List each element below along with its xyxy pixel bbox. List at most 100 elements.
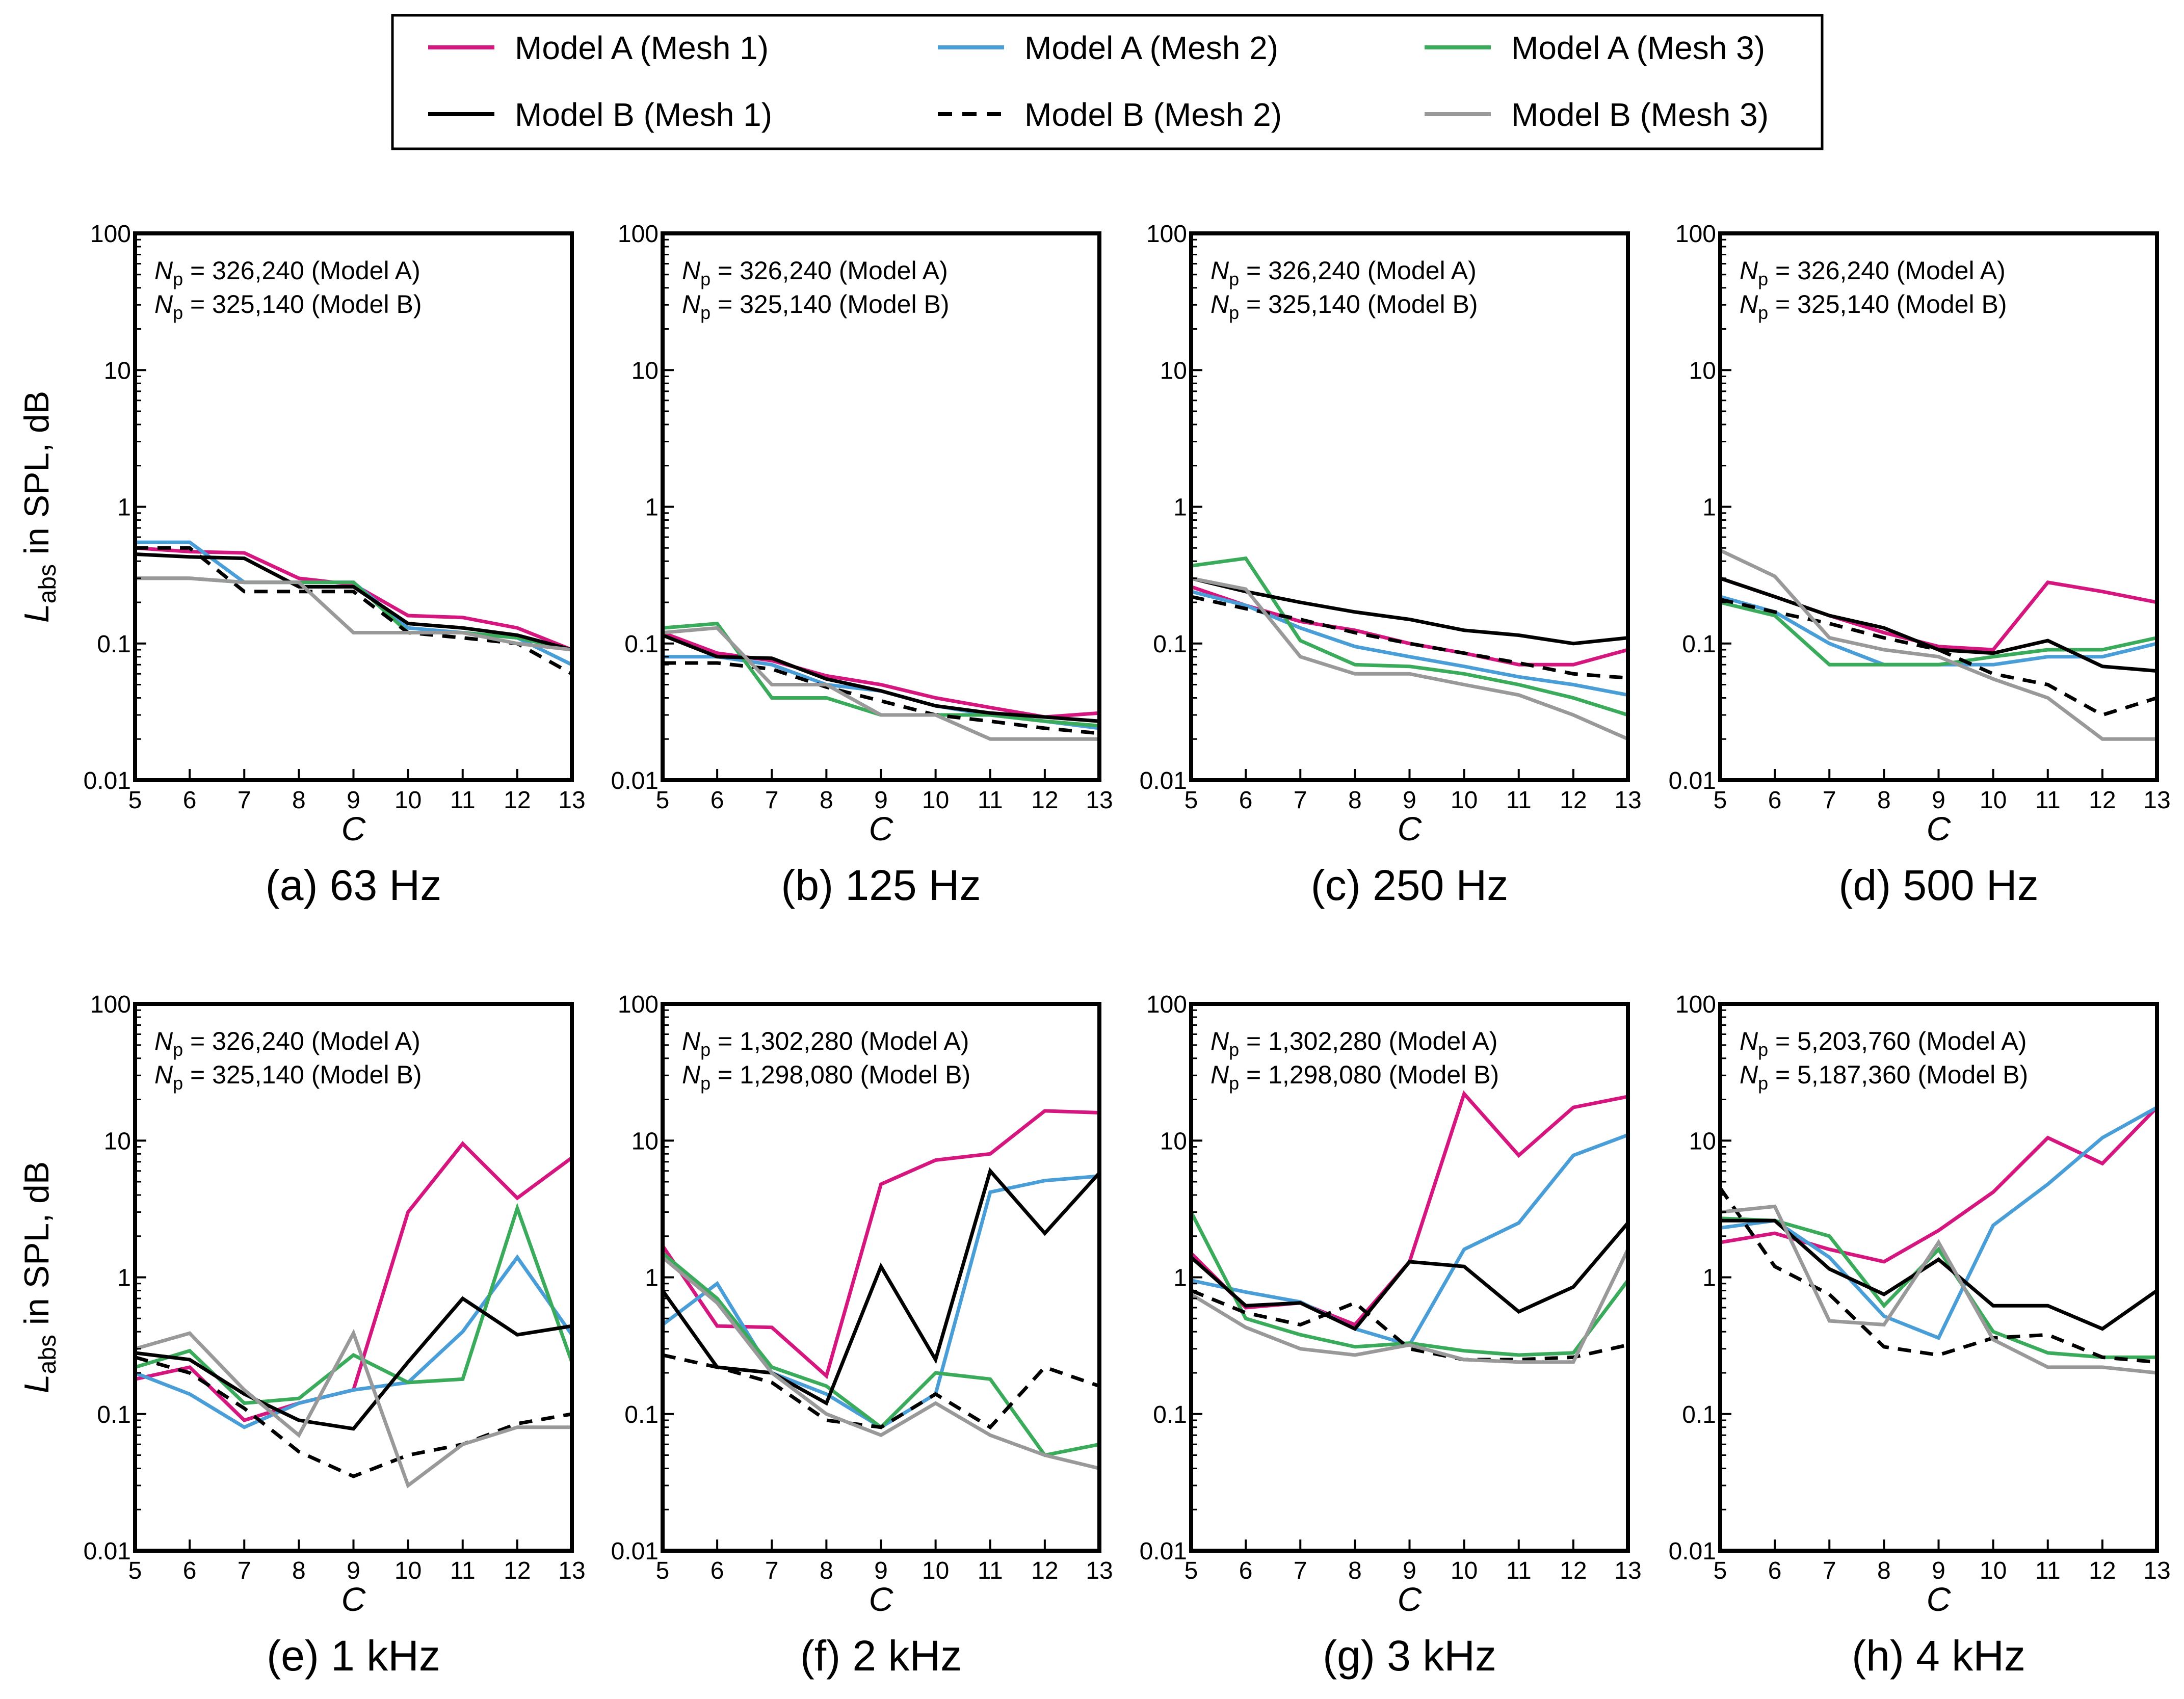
- np-annotation-model-b: Np = 325,140 (Model B): [1211, 290, 1478, 323]
- y-tick-label: 0.01: [1669, 1538, 1716, 1565]
- panel-title: (f) 2 kHz: [800, 1632, 962, 1680]
- x-tick-label: 8: [1348, 1557, 1362, 1584]
- y-tick-label: 0.1: [1682, 1401, 1716, 1428]
- series-line-a3: [663, 1252, 1099, 1457]
- series-line-b1: [135, 552, 572, 652]
- series-line-b2: [1191, 1289, 1628, 1362]
- np-annotation-model-a: Np = 326,240 (Model A): [682, 256, 948, 289]
- x-tick-label: 8: [1877, 1557, 1891, 1584]
- x-tick-label: 6: [183, 1557, 197, 1584]
- legend-label-a3: Model A (Mesh 3): [1511, 30, 1765, 66]
- y-tick-label: 0.01: [84, 1538, 131, 1565]
- x-axis-label: C: [1927, 810, 1952, 847]
- y-tick-label: 0.1: [1153, 1401, 1187, 1428]
- x-axis-label: C: [1398, 810, 1423, 847]
- x-tick-label: 10: [1980, 1557, 2007, 1584]
- x-tick-label: 8: [292, 787, 306, 814]
- x-tick-label: 9: [874, 1557, 888, 1584]
- series-line-b3: [1720, 548, 2157, 741]
- np-annotation-model-a: Np = 326,240 (Model A): [154, 256, 420, 289]
- x-tick-label: 11: [450, 787, 476, 814]
- x-tick-label: 13: [1614, 787, 1641, 814]
- series-line-b2: [135, 546, 572, 676]
- np-annotation-model-b: Np = 325,140 (Model B): [154, 1060, 422, 1094]
- panel-title: (b) 125 Hz: [781, 861, 981, 909]
- x-tick-label: 12: [504, 1557, 531, 1584]
- x-tick-label: 11: [978, 1557, 1003, 1584]
- x-axis-label: C: [341, 810, 366, 847]
- y-tick-label: 0.01: [1669, 767, 1716, 794]
- x-tick-label: 5: [128, 787, 142, 814]
- x-tick-label: 7: [238, 787, 251, 814]
- x-tick-label: 10: [922, 787, 949, 814]
- x-tick-label: 11: [450, 1557, 476, 1584]
- x-tick-label: 6: [183, 787, 197, 814]
- np-annotation-model-b: Np = 1,298,080 (Model B): [1211, 1060, 1499, 1094]
- legend: Model A (Mesh 1) Model A (Mesh 2) Model A …: [391, 14, 1824, 150]
- x-tick-label: 13: [2143, 787, 2170, 814]
- chart-panels: 0.01 0.1 1 10 100 5 6 7 8 9 10 11 12 13 C (a) 63 Hz Np =…: [17, 221, 2171, 1680]
- x-axis-label: C: [341, 1580, 366, 1618]
- x-tick-label: 11: [2035, 787, 2061, 814]
- x-tick-label: 8: [820, 1557, 833, 1584]
- x-tick-label: 9: [1403, 787, 1416, 814]
- chart-panel-5: 0.01 0.1 1 10 100 5 6 7 8 9 10 11 12 13 C (e) 1 kHz Np =…: [17, 991, 586, 1680]
- x-tick-label: 12: [2089, 1557, 2116, 1584]
- series-line-a1: [1191, 585, 1628, 667]
- x-tick-label: 13: [558, 787, 585, 814]
- x-tick-label: 12: [1560, 1557, 1587, 1584]
- np-annotation-model-a: Np = 326,240 (Model A): [154, 1027, 420, 1060]
- y-tick-label: 100: [1675, 221, 1716, 248]
- legend-label-a2: Model A (Mesh 2): [1024, 30, 1278, 66]
- x-tick-label: 8: [1877, 787, 1891, 814]
- x-tick-label: 7: [1823, 787, 1836, 814]
- y-tick-label: 1: [117, 494, 131, 521]
- series-line-a3: [1720, 600, 2157, 667]
- x-tick-label: 7: [1294, 1557, 1307, 1584]
- x-axis-label: C: [869, 1580, 894, 1618]
- y-tick-label: 10: [1160, 1128, 1187, 1155]
- np-annotation-model-b: Np = 325,140 (Model B): [1740, 290, 2007, 323]
- x-tick-label: 5: [128, 1557, 142, 1584]
- y-tick-label: 0.01: [1140, 1538, 1187, 1565]
- y-tick-label: 100: [1146, 991, 1187, 1018]
- panel-title: (e) 1 kHz: [267, 1632, 440, 1680]
- x-tick-label: 9: [347, 1557, 360, 1584]
- panel-title: (a) 63 Hz: [266, 861, 441, 909]
- x-tick-label: 7: [1294, 787, 1307, 814]
- np-annotation-model-b: Np = 325,140 (Model B): [154, 290, 422, 323]
- series-line-a2: [663, 1174, 1099, 1429]
- series-group: [663, 621, 1099, 741]
- x-tick-label: 12: [1031, 1557, 1058, 1584]
- panel-title: (g) 3 kHz: [1323, 1632, 1496, 1680]
- y-tick-label: 10: [1160, 357, 1187, 384]
- y-tick-label: 10: [104, 357, 131, 384]
- x-tick-label: 5: [1714, 787, 1727, 814]
- x-tick-label: 13: [2143, 1557, 2170, 1584]
- x-tick-label: 10: [1980, 787, 2007, 814]
- panel-title: (d) 500 Hz: [1838, 861, 2038, 909]
- x-tick-label: 10: [394, 787, 422, 814]
- y-tick-label: 10: [1689, 357, 1716, 384]
- np-annotation-model-a: Np = 1,302,280 (Model A): [1211, 1027, 1497, 1060]
- x-tick-label: 9: [347, 787, 360, 814]
- x-tick-label: 13: [1086, 1557, 1113, 1584]
- x-tick-label: 6: [711, 1557, 724, 1584]
- series-line-b1: [1191, 1222, 1628, 1331]
- series-group: [135, 1140, 572, 1489]
- series-line-a2: [1720, 1106, 2157, 1340]
- x-tick-label: 8: [292, 1557, 306, 1584]
- y-tick-label: 0.1: [1153, 631, 1187, 658]
- x-tick-label: 7: [765, 1557, 779, 1584]
- series-line-a3: [1720, 1216, 2157, 1359]
- y-tick-label: 100: [618, 221, 659, 248]
- x-tick-label: 7: [238, 1557, 251, 1584]
- y-tick-label: 1: [645, 1265, 659, 1292]
- chart-panel-4: 0.01 0.1 1 10 100 5 6 7 8 9 10 11 12 13 C (d) 500 Hz Np …: [1669, 221, 2171, 909]
- x-tick-label: 8: [820, 787, 833, 814]
- x-tick-label: 12: [504, 787, 531, 814]
- np-annotation-model-a: Np = 1,302,280 (Model A): [682, 1027, 969, 1060]
- y-tick-label: 0.01: [84, 767, 131, 794]
- x-tick-label: 5: [1714, 1557, 1727, 1584]
- x-tick-label: 9: [1932, 787, 1945, 814]
